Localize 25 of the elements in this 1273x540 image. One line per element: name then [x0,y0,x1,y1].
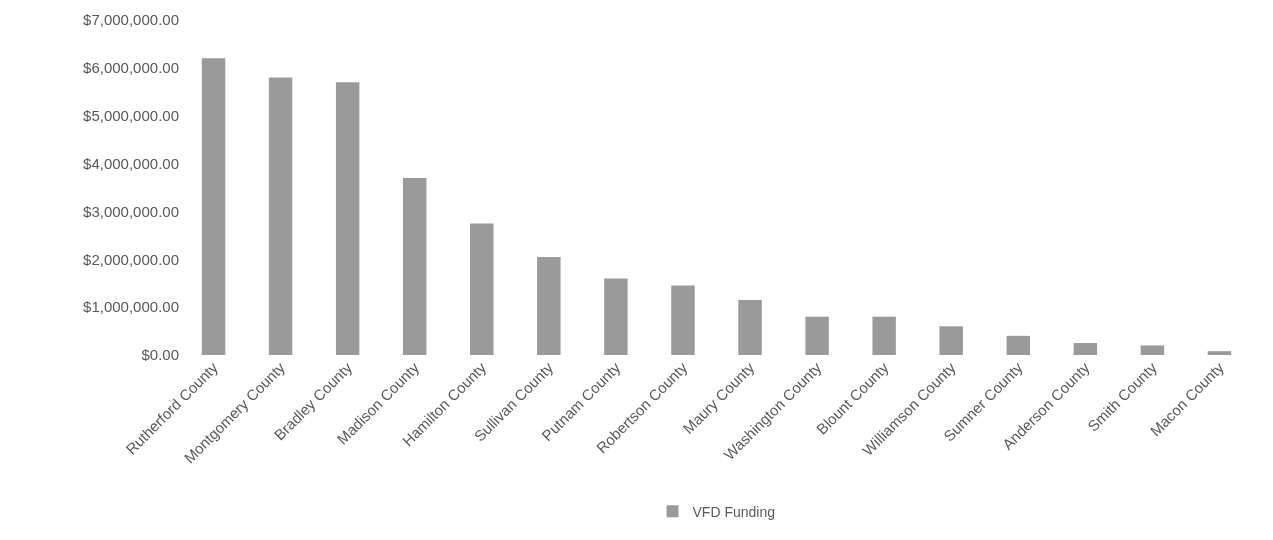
y-tick-label: $5,000,000.00 [83,106,179,124]
bar [738,299,762,355]
bar [671,285,695,355]
bar [402,177,427,355]
bar [872,316,896,355]
bar [335,82,360,355]
y-tick-label: $3,000,000.00 [83,202,179,220]
y-tick-label: $0.00 [141,346,179,364]
bar [604,278,628,355]
bar [1140,345,1165,355]
y-tick-label: $7,000,000.00 [83,11,179,29]
bar [1073,343,1098,355]
bar [268,77,293,355]
bar [1207,351,1232,355]
bar [201,58,226,355]
bar [470,223,494,355]
bar [537,256,561,355]
y-tick-label: $1,000,000.00 [83,298,179,316]
bar [1006,335,1031,355]
bar [939,326,963,355]
y-tick-label: $4,000,000.00 [83,154,179,172]
y-tick-label: $6,000,000.00 [83,59,179,77]
legend-label: VFD Funding [692,503,775,520]
bar [805,316,829,355]
y-tick-label: $2,000,000.00 [83,250,179,268]
